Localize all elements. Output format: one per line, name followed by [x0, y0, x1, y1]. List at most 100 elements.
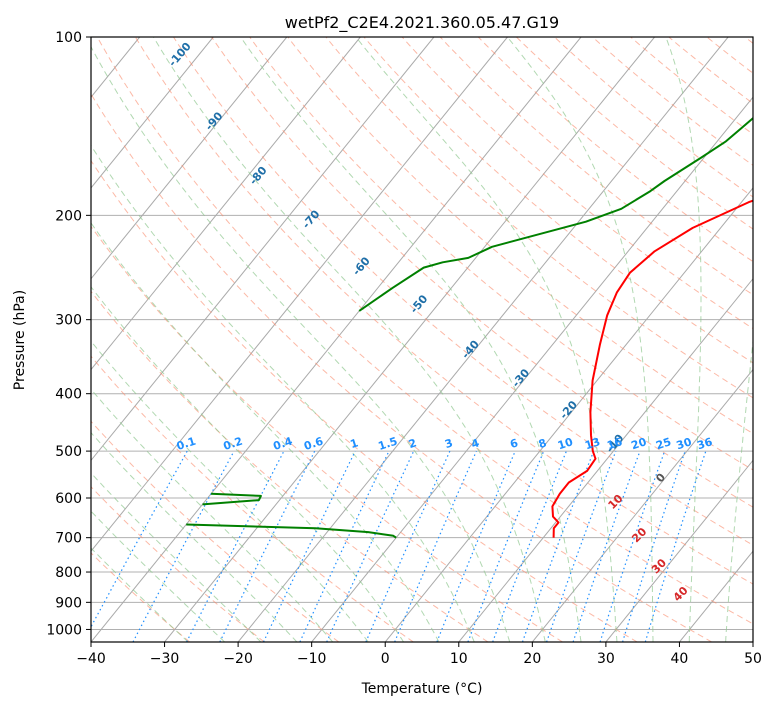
isotherm — [752, 641, 753, 642]
x-axis-label: Temperature (°C) — [361, 681, 483, 697]
y-tick-label: 100 — [55, 30, 82, 46]
moist-adiabat — [355, 37, 618, 642]
mixing-ratio-label: 0.2 — [222, 435, 245, 453]
y-tick-label: 300 — [55, 313, 82, 329]
mixing-ratio-label: 2 — [407, 436, 418, 451]
background-lines — [0, 37, 753, 642]
isotherm — [91, 37, 361, 371]
isotherm — [0, 37, 66, 642]
dewpoint-profile-line — [358, 116, 753, 312]
x-tick-label: −10 — [297, 651, 327, 667]
dry-adiabat — [363, 37, 753, 364]
moist-adiabat — [507, 37, 654, 642]
mixing-ratio-label: 1 — [349, 436, 360, 451]
dry-adiabat — [554, 37, 753, 198]
dry-adiabat — [325, 37, 753, 399]
y-tick-label: 700 — [55, 531, 82, 547]
dry-adiabat — [91, 486, 265, 642]
y-tick-label: 400 — [55, 387, 82, 403]
mixing-ratio-line — [326, 450, 415, 642]
moist-adiabat — [152, 37, 546, 642]
x-tick-label: 10 — [450, 651, 468, 667]
mixing-ratio-label: 10 — [556, 435, 575, 452]
dry-adiabat — [91, 290, 489, 642]
mixing-ratio-label: 13 — [583, 435, 602, 452]
dry-adiabat — [249, 37, 753, 471]
mixing-ratio-label: 6 — [508, 436, 520, 451]
plot-area — [91, 37, 753, 642]
dry-adiabat — [173, 37, 753, 546]
isotherm — [531, 368, 753, 642]
moist-adiabat — [91, 388, 334, 642]
moist-adiabat — [240, 37, 582, 642]
moist-adiabat — [91, 472, 262, 642]
isotherm — [458, 277, 753, 642]
temperature-profile-line — [551, 199, 753, 538]
mixing-ratio-line — [365, 450, 451, 642]
mixing-ratio-line — [262, 450, 356, 642]
mixing-ratio-line — [644, 450, 707, 642]
y-tick-label: 800 — [55, 565, 82, 581]
x-tick-label: 50 — [744, 651, 762, 667]
isotherm — [605, 459, 753, 642]
mixing-ratio-label: 30 — [675, 435, 694, 452]
isotherm — [91, 37, 435, 462]
x-tick-label: 30 — [597, 651, 615, 667]
isotherm — [91, 37, 582, 642]
dry-adiabat — [91, 420, 340, 642]
dry-adiabat — [96, 37, 753, 625]
moist-adiabat — [91, 222, 440, 642]
isotherm — [91, 37, 288, 280]
profile-lines — [186, 116, 753, 539]
dry-adiabat — [477, 37, 753, 263]
x-tick-label: 0 — [381, 651, 390, 667]
mixing-ratio-label: 20 — [630, 435, 649, 452]
axes: −40 −30 −20 −10 0 10 20 30 40 5010020030040050060… — [46, 30, 762, 667]
y-tick-label: 1000 — [46, 622, 82, 638]
x-tick-label: −30 — [150, 651, 180, 667]
plot-background — [91, 37, 753, 642]
x-tick-label: −20 — [223, 651, 253, 667]
mixing-ratio-label: 3 — [443, 436, 454, 451]
dry-adiabat — [401, 37, 753, 330]
moist-adiabat — [91, 340, 369, 642]
dewpoint-profile-line — [186, 523, 397, 539]
moist-adiabat — [91, 144, 475, 642]
moist-adiabat — [91, 547, 189, 642]
x-tick-label: 40 — [671, 651, 689, 667]
dry-adiabat — [91, 159, 638, 642]
y-tick-label: 200 — [55, 208, 82, 224]
y-tick-label: 600 — [55, 491, 82, 507]
mixing-ratio-label: 16 — [605, 435, 624, 452]
moist-adiabat — [665, 37, 702, 642]
mixing-ratio-label: 0.4 — [272, 434, 295, 452]
y-axis-label: Pressure (hPa) — [12, 290, 28, 390]
isotherm — [91, 37, 508, 552]
mixing-ratio-line — [622, 450, 686, 642]
dry-adiabat — [592, 37, 753, 166]
mixing-ratio-line — [436, 450, 516, 642]
x-tick-label: 20 — [523, 651, 541, 667]
mixing-ratio-line — [467, 450, 545, 642]
mixing-ratio-label: 1.5 — [377, 435, 400, 453]
dry-adiabat — [91, 225, 563, 642]
mixing-ratio-label: 0.1 — [175, 435, 198, 453]
mixing-ratio-label: 36 — [695, 435, 714, 452]
isotherm — [311, 96, 753, 642]
dry-adiabat — [211, 37, 753, 508]
y-tick-label: 900 — [55, 595, 82, 611]
mixing-ratio-line — [599, 450, 666, 642]
mixing-ratio-label: 4 — [470, 436, 482, 451]
isotherm — [237, 37, 729, 642]
plot-frame — [90, 36, 754, 643]
dry-adiabat — [134, 37, 753, 585]
isotherm — [91, 37, 214, 189]
isotherm — [164, 37, 655, 642]
dewpoint-profile-line — [202, 492, 262, 506]
mixing-ratio-label: 25 — [654, 435, 673, 452]
mixing-ratio-line — [91, 450, 188, 629]
dry-adiabat — [516, 37, 753, 230]
mixing-ratio-label: 8 — [537, 436, 548, 451]
mixing-ratio-label: 0.6 — [302, 434, 325, 452]
